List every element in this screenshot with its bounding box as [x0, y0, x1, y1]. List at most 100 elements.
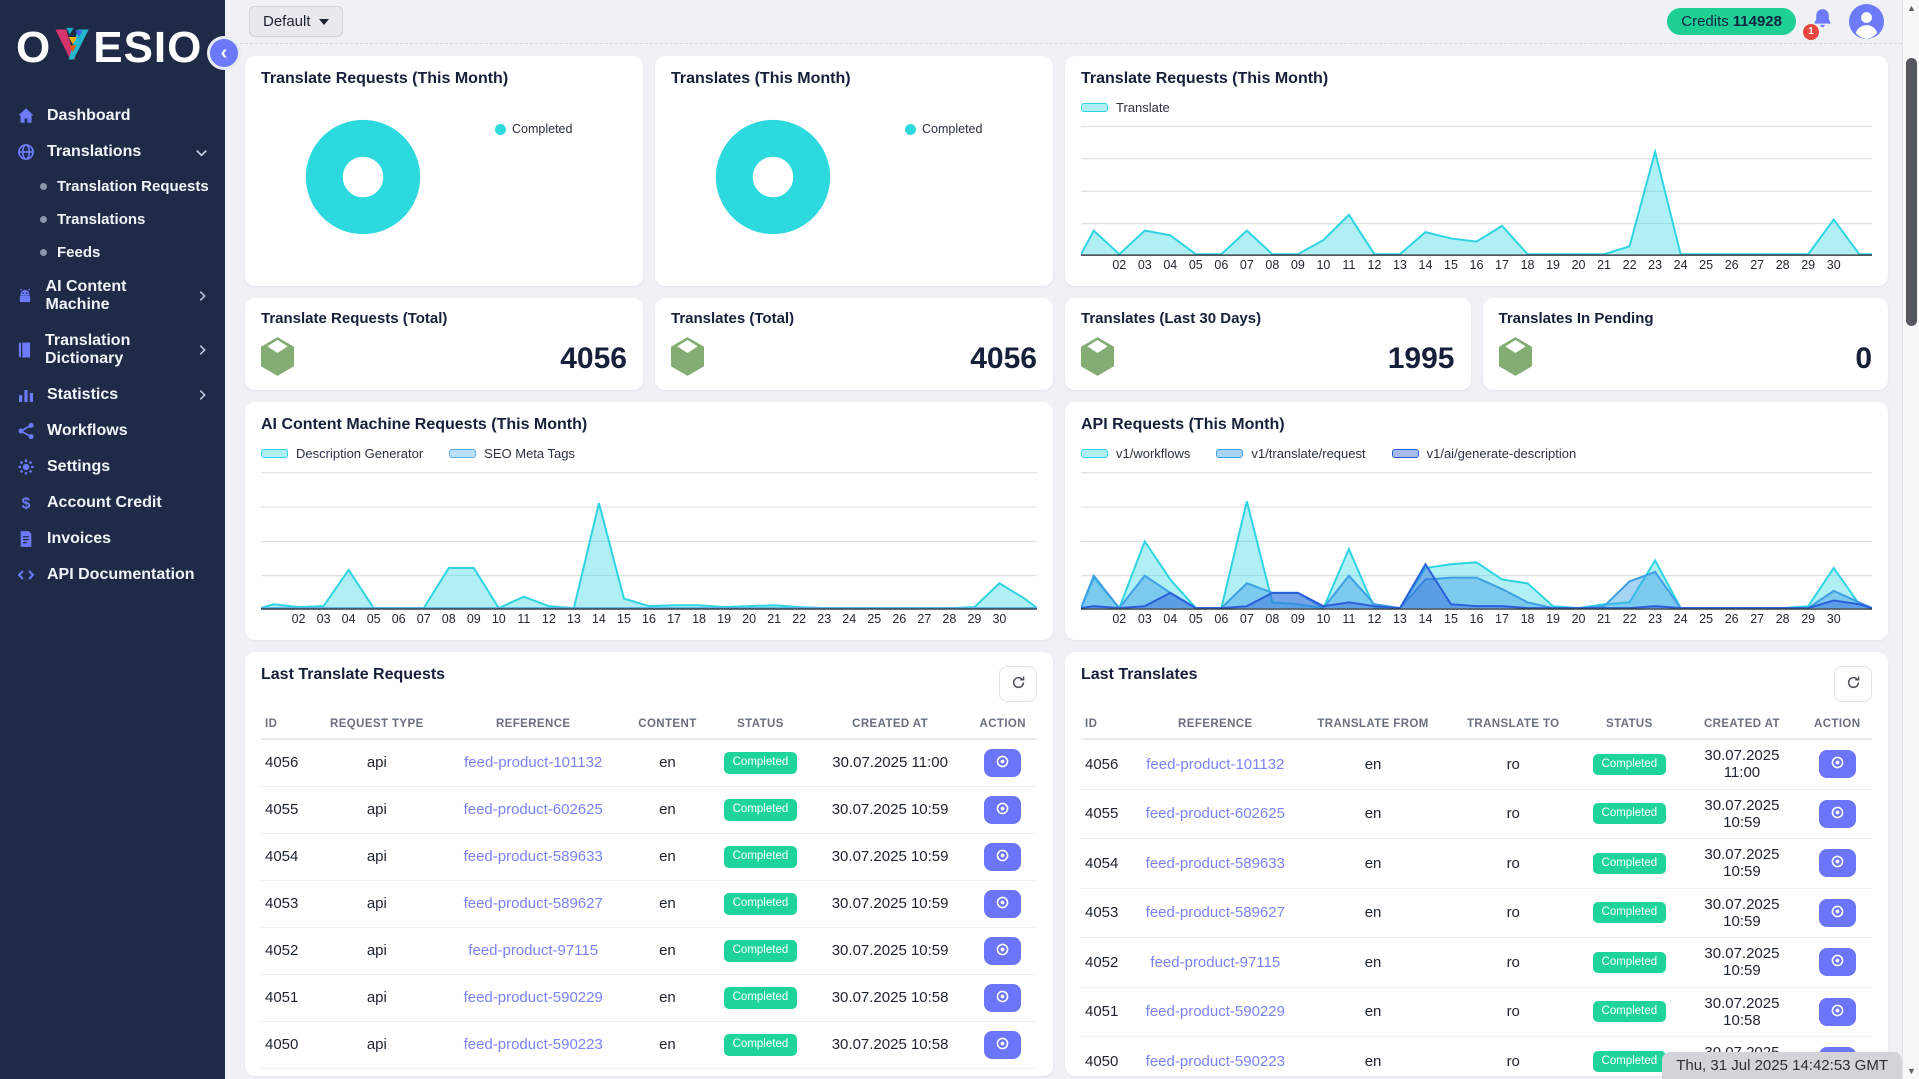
reference-link[interactable]: feed-product-589627	[1145, 904, 1285, 922]
sidebar-item-translations[interactable]: Translations	[0, 134, 225, 170]
view-button[interactable]	[1818, 849, 1856, 878]
cell-status: Completed	[709, 880, 812, 928]
view-button[interactable]	[984, 796, 1022, 824]
legend-item: v1/workflows	[1081, 446, 1190, 461]
stat-title: Translates (Total)	[671, 310, 795, 327]
cell-request-type: api	[312, 786, 441, 834]
view-button[interactable]	[1818, 750, 1856, 779]
cell-reference: feed-product-589633	[1133, 838, 1297, 889]
sidebar-item-translation-dictionary[interactable]: Translation Dictionary	[0, 323, 225, 377]
reference-link[interactable]: feed-product-97115	[1150, 953, 1281, 971]
reference-link[interactable]: feed-product-589633	[463, 848, 603, 866]
view-button[interactable]	[984, 937, 1022, 965]
x-tick-label: 14	[1418, 612, 1433, 626]
cell-created-at: 30.07.2025 10:59	[1681, 789, 1803, 839]
sidebar-item-invoices[interactable]: Invoices	[0, 521, 225, 557]
credits-label: Credits	[1681, 13, 1729, 30]
legend-label: Completed	[512, 122, 573, 136]
card-ai-content-machine-chart: AI Content Machine Requests (This Month)…	[245, 402, 1053, 640]
main-area: Default Credits 114928 1	[225, 0, 1919, 1079]
area-chart-ai-content: Description Generator SEO Meta Tags 02 03 04…	[261, 434, 1037, 626]
reference-link[interactable]: feed-product-590223	[1145, 1052, 1285, 1070]
x-tick-label: 24	[1673, 258, 1688, 272]
reference-link[interactable]: feed-product-101132	[464, 754, 603, 772]
cell-content: en	[625, 739, 710, 787]
status-badge: Completed	[1592, 1050, 1667, 1072]
reference-link[interactable]: feed-product-590229	[463, 989, 603, 1007]
sidebar-item-settings[interactable]: Settings	[0, 449, 225, 485]
notifications-button[interactable]: 1	[1803, 7, 1835, 40]
x-tick-label: 21	[767, 612, 782, 626]
x-tick-label: 29	[1801, 258, 1816, 272]
stat-card-3: Translates In Pending 0	[1482, 298, 1888, 390]
chevron-right-icon	[195, 289, 209, 303]
x-tick-label: 02	[1112, 612, 1127, 626]
column-header: TRANSLATE FROM	[1296, 710, 1450, 740]
reference-link[interactable]: feed-product-602625	[1145, 805, 1285, 823]
scroll-up-arrow[interactable]: ▲	[1907, 3, 1916, 13]
cell-reference: feed-product-589627	[440, 880, 626, 928]
sidebar-item-dashboard[interactable]: Dashboard	[0, 98, 225, 134]
view-button[interactable]	[1818, 948, 1856, 977]
scrollbar-thumb[interactable]	[1906, 58, 1917, 326]
scroll-down-arrow[interactable]: ▼	[1907, 1066, 1916, 1076]
user-avatar[interactable]	[1849, 4, 1884, 39]
cell-content: en	[625, 1068, 710, 1076]
view-button[interactable]	[984, 749, 1022, 777]
project-selector-label: Default	[263, 13, 311, 30]
reference-link[interactable]: feed-product-101132	[1146, 755, 1285, 773]
view-button[interactable]	[984, 984, 1022, 1012]
x-tick-label: 02	[291, 612, 306, 626]
view-button[interactable]	[1818, 997, 1856, 1026]
legend-item: SEO Meta Tags	[449, 446, 575, 461]
sidebar-item-translations[interactable]: Translations	[0, 203, 225, 236]
x-tick-label: 09	[466, 612, 481, 626]
scrollbar[interactable]: ▲ ▼	[1902, 0, 1919, 1079]
reference-link[interactable]: feed-product-589633	[1145, 854, 1285, 872]
refresh-button[interactable]	[999, 666, 1037, 702]
table-row: 4056 feed-product-101132 en ro Completed 30.0…	[1081, 739, 1872, 790]
x-tick-label: 06	[1214, 258, 1229, 272]
cell-translate-from: en	[1296, 739, 1450, 790]
table-title: Last Translates	[1081, 666, 1198, 683]
view-button[interactable]	[1818, 799, 1856, 828]
sidebar-item-ai-content-machine[interactable]: AI Content Machine	[0, 269, 225, 323]
x-tick-label: 23	[1648, 258, 1663, 272]
chart-legend: Translate	[1081, 100, 1872, 115]
x-tick-label: 20	[1571, 612, 1586, 626]
table-row: 4051 api feed-product-590229 en Completed 30.…	[261, 974, 1037, 1022]
project-selector-dropdown[interactable]: Default	[249, 6, 343, 37]
x-tick-label: 08	[441, 612, 456, 626]
sidebar-item-statistics[interactable]: Statistics	[0, 377, 225, 413]
view-button[interactable]	[984, 843, 1022, 871]
sidebar-item-workflows[interactable]: Workflows	[0, 413, 225, 449]
chevron-down-icon	[194, 145, 209, 160]
column-header: CREATED AT	[811, 710, 969, 740]
sidebar-item-account-credit[interactable]: $ Account Credit	[0, 485, 225, 521]
reference-link[interactable]: feed-product-602625	[463, 801, 603, 819]
stat-value: 0	[1855, 342, 1872, 375]
sidebar-item-translation-requests[interactable]: Translation Requests	[0, 170, 225, 203]
x-tick-label: 15	[1444, 612, 1458, 626]
reference-link[interactable]: feed-product-97115	[468, 942, 599, 960]
x-tick-label: 26	[1724, 258, 1739, 272]
cell-content: en	[625, 786, 710, 834]
cell-id: 4051	[261, 974, 313, 1022]
refresh-button[interactable]	[1834, 666, 1872, 702]
credits-badge[interactable]: Credits 114928	[1667, 8, 1796, 35]
view-button[interactable]	[984, 1031, 1022, 1059]
area-chart-translate: Translate 02 03 04 05 06 07 08 09 10 11 12 13 14 15 16 1…	[1081, 88, 1872, 272]
eye-icon	[1830, 953, 1845, 971]
reference-link[interactable]: feed-product-590229	[1145, 1003, 1285, 1021]
x-tick-label: 19	[1546, 258, 1560, 272]
sidebar-collapse-button[interactable]: ‹	[207, 36, 241, 70]
bell-icon	[1810, 7, 1835, 37]
sidebar-item-api-documentation[interactable]: API Documentation	[0, 557, 225, 593]
view-button[interactable]	[1818, 898, 1856, 927]
x-tick-label: 29	[967, 612, 982, 626]
sidebar-item-feeds[interactable]: Feeds	[0, 236, 225, 269]
reference-link[interactable]: feed-product-589627	[463, 895, 603, 913]
reference-link[interactable]: feed-product-590223	[463, 1036, 603, 1054]
cell-reference: feed-product-590223	[1133, 1036, 1297, 1076]
view-button[interactable]	[984, 890, 1022, 918]
